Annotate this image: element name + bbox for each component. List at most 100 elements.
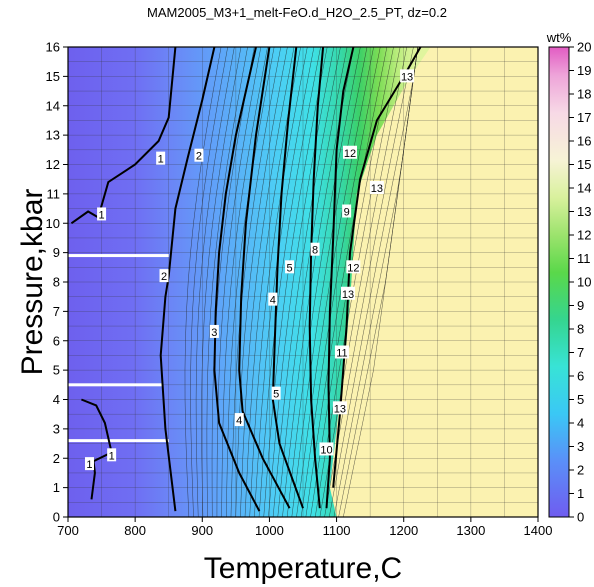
svg-text:3: 3	[211, 327, 217, 339]
colorbar-tick: 17	[569, 110, 591, 125]
svg-text:8: 8	[577, 322, 584, 337]
svg-text:0: 0	[577, 510, 584, 525]
contour-label: 4	[234, 413, 244, 427]
svg-text:15: 15	[577, 157, 591, 172]
contour-label: 12	[343, 145, 357, 160]
contour-line-2	[159, 47, 216, 512]
x-tick: 1400	[524, 517, 553, 538]
y-tick: 11	[47, 186, 68, 201]
svg-text:11: 11	[336, 348, 347, 360]
svg-text:2: 2	[196, 151, 202, 163]
svg-text:1200: 1200	[389, 523, 418, 538]
svg-text:2: 2	[53, 451, 60, 466]
x-tick: 1300	[456, 517, 485, 538]
contour-line-1	[70, 47, 177, 225]
svg-text:9: 9	[53, 245, 60, 260]
svg-text:9: 9	[577, 298, 584, 313]
colorbar-tick: 1	[569, 486, 584, 501]
y-tick: 5	[53, 363, 68, 378]
colorbar-tick: 19	[569, 63, 591, 78]
y-tick: 12	[46, 157, 68, 172]
svg-text:5: 5	[53, 363, 60, 378]
contour-line-4	[238, 47, 291, 509]
colorbar-tick: 6	[569, 369, 584, 384]
svg-text:17: 17	[577, 110, 591, 125]
svg-text:5: 5	[273, 389, 279, 401]
svg-text:13: 13	[342, 289, 354, 301]
contour-label: 11	[334, 345, 349, 360]
svg-text:11: 11	[577, 251, 591, 266]
colorbar-tick: 11	[569, 251, 591, 266]
svg-text:10: 10	[577, 275, 591, 290]
svg-text:13: 13	[371, 183, 383, 195]
colorbar-label: wt%	[546, 30, 572, 45]
svg-text:6: 6	[53, 333, 60, 348]
svg-text:12: 12	[46, 157, 60, 172]
contour-label: 3	[209, 324, 219, 339]
contour-line-8	[308, 47, 325, 509]
y-tick: 9	[53, 245, 68, 260]
colorbar-tick: 0	[569, 510, 584, 525]
y-tick: 10	[46, 216, 68, 231]
contour-label: 13	[340, 286, 355, 301]
colorbar-tick: 3	[569, 439, 584, 454]
contour-label: 8	[310, 242, 320, 257]
colorbar-tick: 10	[569, 275, 591, 290]
svg-text:1: 1	[109, 450, 115, 462]
svg-text:4: 4	[577, 416, 584, 431]
x-tick: 1200	[389, 517, 418, 538]
grid-lines	[68, 47, 538, 517]
white-band	[68, 439, 169, 443]
svg-text:7: 7	[53, 304, 60, 319]
colorbar-tick: 16	[569, 134, 591, 149]
svg-text:4: 4	[53, 392, 60, 407]
svg-text:4: 4	[270, 295, 276, 307]
svg-text:1100: 1100	[323, 523, 351, 538]
y-tick: 6	[53, 333, 68, 348]
svg-text:16: 16	[577, 134, 591, 149]
x-tick: 1100	[323, 517, 351, 538]
x-tick: 900	[191, 517, 213, 538]
svg-text:1: 1	[99, 209, 105, 221]
svg-text:8: 8	[53, 275, 60, 290]
contour-label: 2	[159, 269, 169, 283]
contour-label: 13	[332, 401, 347, 415]
svg-text:1400: 1400	[524, 523, 553, 538]
svg-text:2: 2	[161, 271, 167, 283]
white-isobar-bands	[68, 254, 169, 443]
y-tick: 15	[46, 69, 68, 84]
chart-title: MAM2005_M3+1_melt-FeO.d_H2O_2.5_PT, dz=0…	[147, 5, 447, 20]
svg-text:14: 14	[46, 98, 60, 113]
colorbar-fill	[548, 46, 570, 518]
svg-text:16: 16	[46, 40, 60, 55]
colorbar-tick: 5	[569, 392, 584, 407]
svg-text:3: 3	[53, 421, 60, 436]
x-tick: 1000	[255, 517, 284, 538]
svg-text:7: 7	[577, 345, 584, 360]
y-tick: 14	[46, 98, 68, 113]
svg-text:1300: 1300	[456, 523, 485, 538]
colorbar-tick: 9	[569, 298, 584, 313]
y-tick: 4	[53, 392, 68, 407]
white-band	[68, 254, 169, 258]
svg-text:1: 1	[158, 154, 164, 166]
svg-text:20: 20	[577, 40, 591, 55]
contour-label: 9	[342, 204, 352, 219]
svg-text:1: 1	[577, 486, 584, 501]
svg-text:0: 0	[53, 510, 60, 525]
y-tick: 8	[53, 275, 68, 290]
contour-label: 2	[194, 148, 204, 163]
x-axis-ticks: 700 800 900 1000 1100 1200 1300 1400	[57, 517, 552, 538]
colorbar-tick: 4	[569, 416, 584, 431]
contour-label: 4	[268, 292, 278, 307]
x-tick: 800	[124, 517, 146, 538]
x-tick: 700	[57, 517, 79, 538]
svg-text:700: 700	[57, 523, 79, 538]
x-axis-label: Temperature,C	[204, 552, 402, 585]
svg-text:1000: 1000	[255, 523, 284, 538]
contour-label: 12	[346, 260, 361, 274]
svg-text:19: 19	[577, 63, 591, 78]
